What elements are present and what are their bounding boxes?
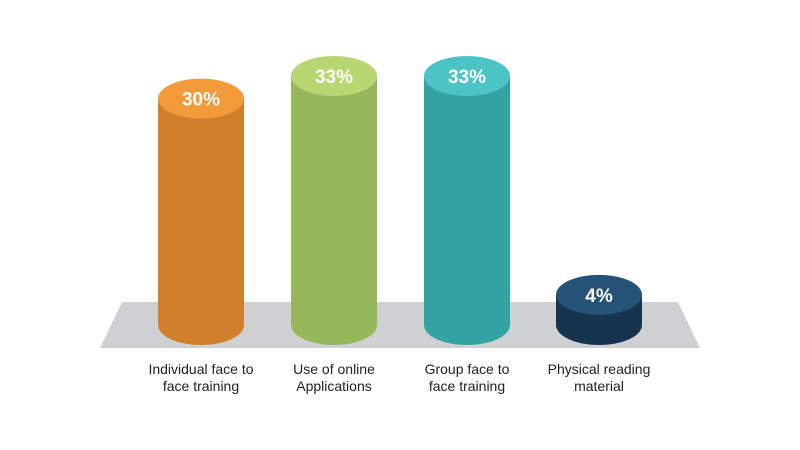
category-label-line: Use of online (293, 361, 375, 377)
data-label: 33% (448, 67, 486, 88)
category-label: Group face to face training (397, 361, 537, 395)
bar-body (158, 98, 244, 345)
bar-2: 33% (291, 56, 377, 345)
category-label-line: Physical reading (547, 361, 651, 377)
data-label: 4% (585, 286, 613, 307)
data-label: 33% (315, 67, 353, 88)
bar-1: 30% (158, 78, 244, 345)
bar-3: 33% (424, 56, 510, 345)
category-label-line: Group face to (424, 361, 510, 377)
data-label: 30% (182, 90, 220, 111)
category-label-line: material (574, 378, 624, 394)
bar-top (424, 56, 510, 96)
bar-body (424, 76, 510, 345)
category-label: Physical reading material (529, 361, 669, 395)
bar-body (291, 76, 377, 345)
bar-top (291, 56, 377, 96)
bar-4: 4% (556, 274, 642, 345)
category-label-line: Individual face to (148, 361, 254, 377)
bar-top (556, 274, 642, 315)
bar-top (158, 78, 244, 119)
category-label: Use of online Applications (264, 361, 404, 395)
category-label-line: face training (428, 378, 506, 394)
category-label: Individual face to face training (131, 361, 271, 395)
chart-floor (100, 302, 700, 348)
category-label-line: face training (162, 378, 240, 394)
category-label-line: Applications (296, 378, 372, 394)
bars-group: 30% 33% 33% 4% (158, 56, 642, 345)
